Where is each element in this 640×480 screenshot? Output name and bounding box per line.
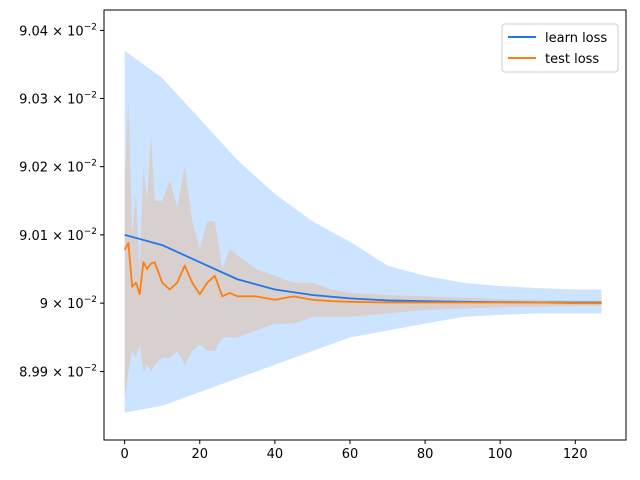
y-tick-label: 9 × 10−2 bbox=[40, 295, 97, 312]
y-tick-label: 9.01 × 10−2 bbox=[19, 227, 97, 244]
y-tick-label: 8.99 × 10−2 bbox=[19, 364, 97, 381]
plot-frame bbox=[103, 9, 627, 441]
y-tick-label: 9.03 × 10−2 bbox=[19, 90, 97, 107]
x-tick-label: 100 bbox=[488, 447, 513, 462]
y-tick-label: 9.02 × 10−2 bbox=[19, 159, 97, 176]
x-tick-label: 80 bbox=[417, 447, 434, 462]
confidence-bands bbox=[124, 50, 602, 413]
x-tick-label: 120 bbox=[563, 447, 588, 462]
series-lines bbox=[123, 233, 602, 305]
y-tick-label: 9.04 × 10−2 bbox=[19, 22, 97, 39]
y-axis: 8.99 × 10−2 9 × 10−2 9.01 × 10−2 9.02 × 10−… bbox=[19, 22, 104, 381]
band-test-loss bbox=[124, 98, 602, 399]
x-axis: 0 20 40 60 80 100 120 bbox=[121, 440, 588, 462]
legend-label: learn loss bbox=[545, 31, 607, 46]
line-test-loss bbox=[123, 242, 602, 305]
legend-label: test loss bbox=[545, 52, 599, 67]
x-tick-label: 60 bbox=[342, 447, 359, 462]
x-tick-label: 0 bbox=[121, 447, 129, 462]
x-tick-label: 40 bbox=[267, 447, 284, 462]
x-tick-label: 20 bbox=[191, 447, 208, 462]
legend: learn loss test loss bbox=[501, 23, 619, 73]
